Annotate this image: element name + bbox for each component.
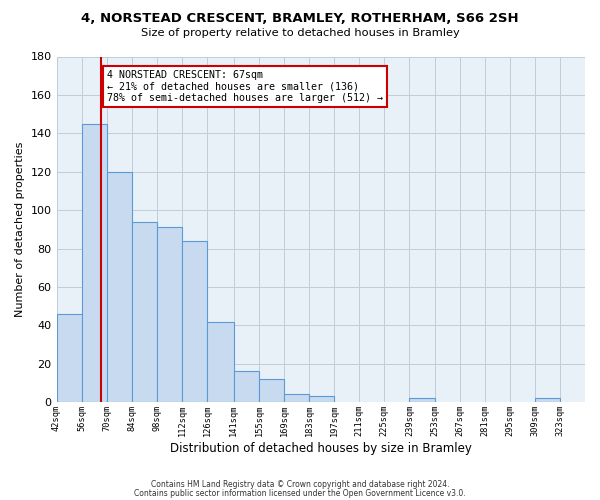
Bar xyxy=(207,322,234,402)
Text: Size of property relative to detached houses in Bramley: Size of property relative to detached ho… xyxy=(140,28,460,38)
Bar xyxy=(234,372,259,402)
Bar xyxy=(157,228,182,402)
Text: 4, NORSTEAD CRESCENT, BRAMLEY, ROTHERHAM, S66 2SH: 4, NORSTEAD CRESCENT, BRAMLEY, ROTHERHAM… xyxy=(81,12,519,26)
Bar xyxy=(259,379,284,402)
Bar xyxy=(107,172,132,402)
Bar xyxy=(182,241,207,402)
X-axis label: Distribution of detached houses by size in Bramley: Distribution of detached houses by size … xyxy=(170,442,472,455)
Bar xyxy=(132,222,157,402)
Bar xyxy=(56,314,82,402)
Text: Contains public sector information licensed under the Open Government Licence v3: Contains public sector information licen… xyxy=(134,488,466,498)
Bar xyxy=(309,396,334,402)
Bar xyxy=(82,124,107,402)
Bar xyxy=(284,394,309,402)
Text: Contains HM Land Registry data © Crown copyright and database right 2024.: Contains HM Land Registry data © Crown c… xyxy=(151,480,449,489)
Bar xyxy=(535,398,560,402)
Y-axis label: Number of detached properties: Number of detached properties xyxy=(15,142,25,317)
Bar xyxy=(409,398,434,402)
Text: 4 NORSTEAD CRESCENT: 67sqm
← 21% of detached houses are smaller (136)
78% of sem: 4 NORSTEAD CRESCENT: 67sqm ← 21% of deta… xyxy=(107,70,383,103)
